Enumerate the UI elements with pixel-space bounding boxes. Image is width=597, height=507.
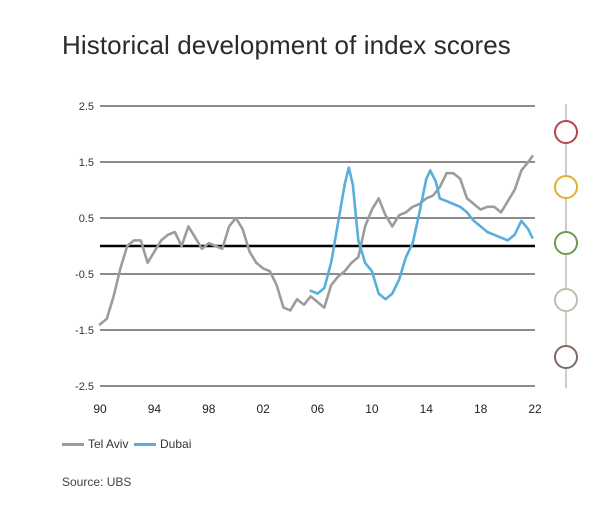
y-tick-labels: 2.5 1.5 0.5 -0.5 -1.5 -2.5 bbox=[75, 101, 94, 393]
side-marker-circle bbox=[554, 231, 578, 255]
source-note: Source: UBS bbox=[62, 475, 132, 489]
y-tick-label: 1.5 bbox=[79, 157, 94, 169]
y-tick-label: -2.5 bbox=[75, 381, 94, 393]
x-tick-label: 10 bbox=[365, 402, 379, 416]
side-marker-circle bbox=[554, 120, 578, 144]
chart-title: Historical development of index scores bbox=[62, 30, 511, 60]
legend-swatch-dubai bbox=[134, 443, 156, 447]
x-tick-label: 02 bbox=[256, 402, 270, 416]
x-tick-label: 98 bbox=[202, 402, 216, 416]
y-tick-label: 0.5 bbox=[79, 213, 94, 225]
grid-lines bbox=[100, 105, 535, 387]
x-tick-label: 14 bbox=[420, 402, 434, 416]
legend-label-dubai: Dubai bbox=[160, 437, 192, 451]
legend-swatch-tel-aviv bbox=[62, 443, 84, 447]
series-line-tel-aviv bbox=[98, 155, 534, 326]
x-tick-label: 18 bbox=[474, 402, 488, 416]
x-tick-label: 94 bbox=[148, 402, 162, 416]
side-markers bbox=[554, 104, 578, 388]
legend-item-dubai: Dubai bbox=[134, 437, 191, 451]
legend-item-tel-aviv: Tel Aviv bbox=[62, 437, 128, 451]
x-tick-label: 06 bbox=[311, 402, 325, 416]
x-tick-labels: 90 94 98 02 06 10 14 18 22 bbox=[93, 402, 542, 416]
side-marker-circle bbox=[554, 175, 578, 199]
legend-label-tel-aviv: Tel Aviv bbox=[88, 437, 129, 451]
series-lines bbox=[98, 155, 534, 326]
side-marker-circle bbox=[554, 345, 578, 369]
side-marker-circle bbox=[554, 288, 578, 312]
series-line-dubai bbox=[309, 166, 534, 301]
y-tick-label: -0.5 bbox=[75, 269, 94, 281]
y-tick-label: 2.5 bbox=[79, 101, 94, 113]
x-tick-label: 90 bbox=[93, 402, 107, 416]
x-tick-label: 22 bbox=[528, 402, 542, 416]
y-tick-label: -1.5 bbox=[75, 325, 94, 337]
